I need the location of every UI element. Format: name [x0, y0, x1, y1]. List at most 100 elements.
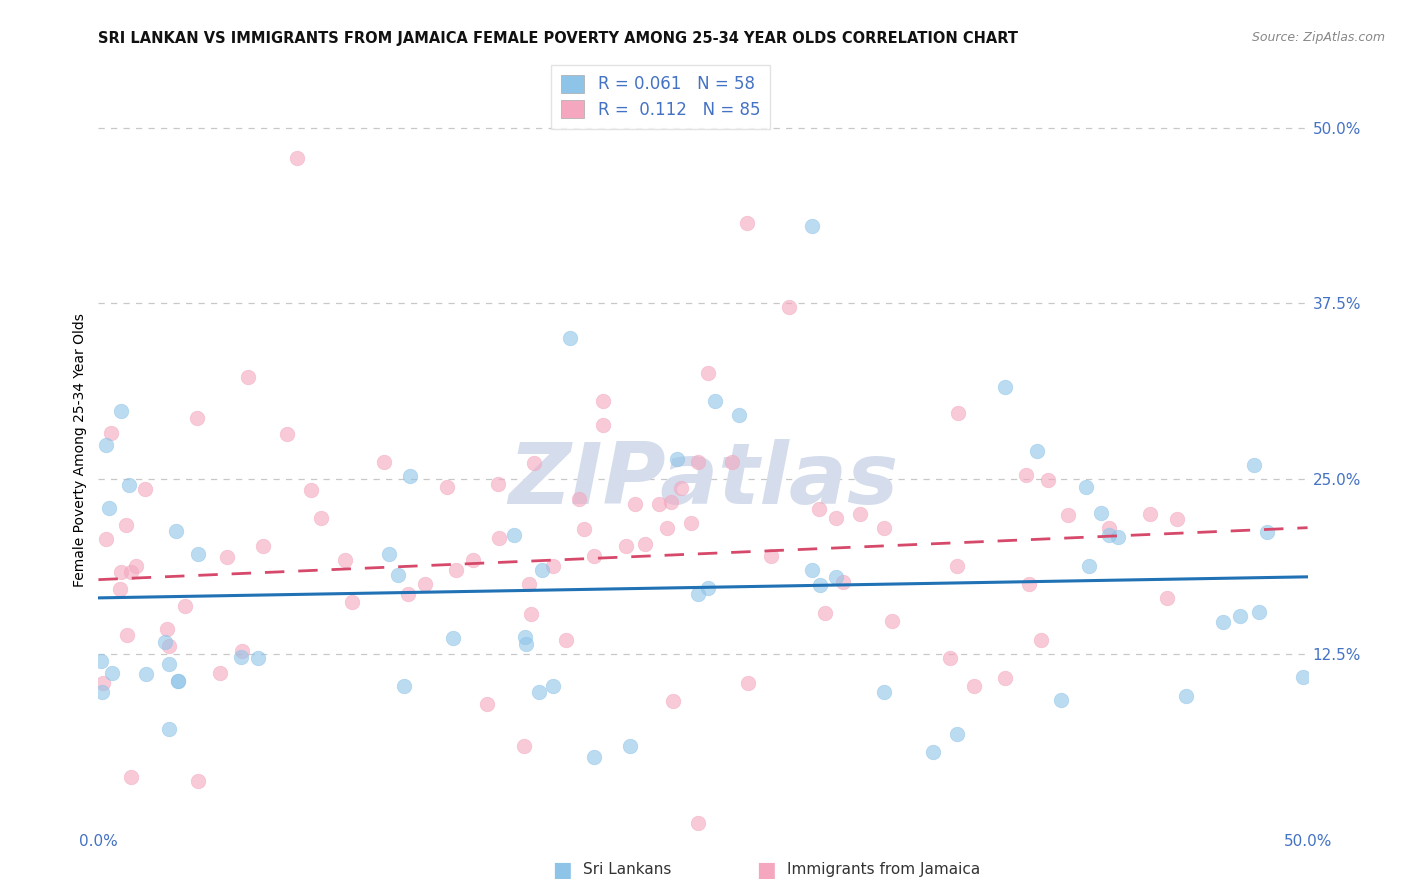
- Point: [399, 469, 422, 483]
- Point: [1056, 508, 1078, 522]
- Point: [592, 394, 614, 409]
- Point: [441, 631, 464, 645]
- Point: [276, 426, 298, 441]
- Point: [1098, 521, 1121, 535]
- Point: [486, 477, 509, 491]
- Point: [994, 380, 1017, 394]
- Point: [215, 549, 238, 564]
- Point: [696, 367, 718, 381]
- Text: Immigrants from Jamaica: Immigrants from Jamaica: [787, 863, 980, 877]
- Point: [666, 451, 689, 466]
- Point: [108, 582, 131, 597]
- Point: [165, 524, 187, 538]
- Point: [1249, 605, 1271, 619]
- Point: [880, 614, 903, 628]
- Point: [669, 481, 692, 495]
- Point: [800, 219, 823, 233]
- Text: ■: ■: [553, 860, 572, 880]
- Point: [110, 565, 132, 579]
- Point: [688, 815, 710, 830]
- Point: [229, 650, 252, 665]
- Point: [377, 547, 399, 561]
- Point: [114, 517, 136, 532]
- Point: [299, 483, 322, 497]
- Point: [825, 511, 848, 525]
- Point: [342, 595, 364, 609]
- Text: ■: ■: [756, 860, 776, 880]
- Point: [387, 568, 409, 582]
- Point: [696, 581, 718, 595]
- Point: [392, 680, 415, 694]
- Point: [91, 675, 114, 690]
- Point: [1139, 507, 1161, 521]
- Point: [808, 578, 831, 592]
- Point: [285, 152, 308, 166]
- Point: [186, 774, 208, 789]
- Point: [100, 425, 122, 440]
- Point: [583, 750, 606, 764]
- Point: [938, 651, 960, 665]
- Point: [1015, 467, 1038, 482]
- Point: [125, 559, 148, 574]
- Text: Source: ZipAtlas.com: Source: ZipAtlas.com: [1251, 31, 1385, 45]
- Point: [728, 409, 751, 423]
- Point: [1031, 633, 1053, 648]
- Text: SRI LANKAN VS IMMIGRANTS FROM JAMAICA FEMALE POVERTY AMONG 25-34 YEAR OLDS CORRE: SRI LANKAN VS IMMIGRANTS FROM JAMAICA FE…: [98, 31, 1018, 46]
- Point: [614, 539, 637, 553]
- Point: [1098, 527, 1121, 541]
- Point: [737, 676, 759, 690]
- Point: [446, 563, 468, 577]
- Point: [946, 727, 969, 741]
- Point: [94, 438, 117, 452]
- Point: [554, 633, 576, 648]
- Point: [778, 300, 800, 314]
- Point: [520, 607, 543, 622]
- Point: [156, 622, 179, 636]
- Point: [1166, 511, 1188, 525]
- Point: [1292, 670, 1315, 684]
- Point: [167, 674, 190, 689]
- Point: [90, 654, 112, 668]
- Point: [1074, 480, 1097, 494]
- Point: [252, 539, 274, 553]
- Point: [873, 521, 896, 535]
- Point: [531, 563, 554, 577]
- Legend: R = 0.061   N = 58, R =  0.112   N = 85: R = 0.061 N = 58, R = 0.112 N = 85: [551, 64, 770, 128]
- Point: [413, 577, 436, 591]
- Point: [1090, 507, 1112, 521]
- Y-axis label: Female Poverty Among 25-34 Year Olds: Female Poverty Among 25-34 Year Olds: [73, 313, 87, 588]
- Point: [135, 666, 157, 681]
- Point: [624, 497, 647, 511]
- Point: [120, 770, 142, 784]
- Point: [209, 665, 232, 680]
- Point: [155, 635, 177, 649]
- Point: [1243, 458, 1265, 472]
- Point: [1256, 525, 1278, 540]
- Point: [527, 685, 550, 699]
- Point: [679, 516, 702, 531]
- Point: [238, 370, 260, 384]
- Point: [174, 599, 197, 613]
- Point: [1050, 693, 1073, 707]
- Point: [541, 558, 564, 573]
- Point: [373, 455, 395, 469]
- Point: [994, 671, 1017, 685]
- Point: [523, 456, 546, 470]
- Point: [946, 406, 969, 420]
- Point: [541, 679, 564, 693]
- Point: [120, 565, 142, 579]
- Point: [94, 533, 117, 547]
- Point: [157, 657, 180, 671]
- Point: [1018, 577, 1040, 591]
- Point: [688, 587, 710, 601]
- Point: [825, 570, 848, 584]
- Point: [515, 630, 537, 644]
- Point: [1229, 609, 1251, 624]
- Point: [309, 511, 332, 525]
- Point: [721, 455, 744, 469]
- Point: [1156, 591, 1178, 605]
- Point: [186, 410, 208, 425]
- Text: ZIPatlas: ZIPatlas: [508, 439, 898, 523]
- Point: [1038, 473, 1060, 487]
- Point: [90, 685, 112, 699]
